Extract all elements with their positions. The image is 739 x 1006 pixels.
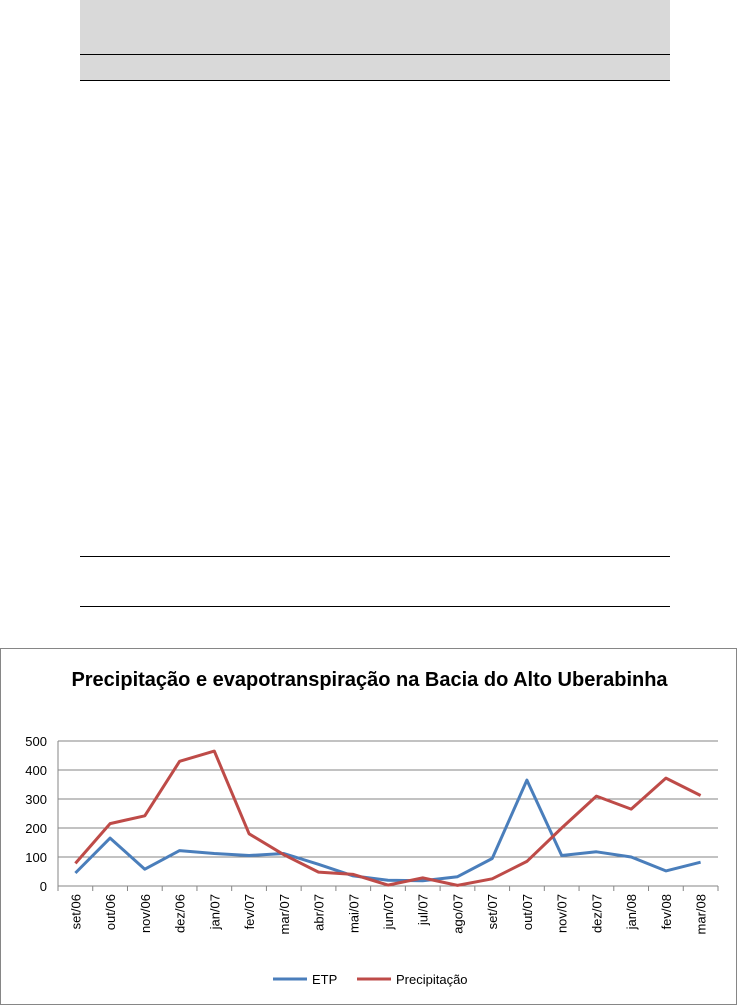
y-tick-label: 0	[40, 879, 47, 894]
x-tick-label: set/06	[68, 894, 83, 929]
x-tick-label: mai/07	[346, 894, 361, 933]
x-tick-label: out/07	[520, 894, 535, 930]
series-line-precipitacao	[74, 749, 702, 887]
chart-frame	[0, 648, 737, 1005]
y-tick-label: 400	[25, 763, 47, 778]
table-header-band	[80, 0, 670, 80]
x-tick-label: dez/07	[589, 894, 604, 933]
x-tick-label: out/06	[103, 894, 118, 930]
table-rule-header	[80, 80, 670, 81]
x-tick-label: jan/08	[624, 894, 639, 930]
chart-title-text: Precipitação e evapotranspiração na Baci…	[71, 669, 668, 691]
legend-label: ETP	[312, 972, 337, 987]
x-tick-label: ago/07	[450, 894, 465, 934]
y-tick-label: 100	[25, 850, 47, 865]
table-rule-end	[80, 606, 670, 607]
x-tick-label: dez/06	[173, 894, 188, 933]
table-rule-top	[80, 54, 670, 55]
y-tick-label: 500	[25, 734, 47, 749]
y-tick-label: 200	[25, 821, 47, 836]
legend-label: Precipitação	[396, 972, 468, 987]
y-tick-label: 300	[25, 792, 47, 807]
x-tick-label: jun/07	[381, 894, 396, 930]
table-rule-bottom	[80, 556, 670, 557]
x-tick-label: nov/06	[138, 894, 153, 933]
x-tick-label: fev/07	[242, 894, 257, 929]
x-tick-label: abr/07	[312, 894, 327, 931]
x-tick-label: jul/07	[416, 894, 431, 926]
series-line-etp	[74, 778, 701, 883]
chart-title: Precipitação e evapotranspiração na Baci…	[0, 667, 739, 693]
x-tick-label: nov/07	[555, 894, 570, 933]
x-tick-label: mar/08	[694, 894, 709, 934]
x-tick-label: fev/08	[659, 894, 674, 929]
x-tick-label: mar/07	[277, 894, 292, 934]
x-tick-label: set/07	[485, 894, 500, 929]
x-tick-label: jan/07	[207, 894, 222, 930]
